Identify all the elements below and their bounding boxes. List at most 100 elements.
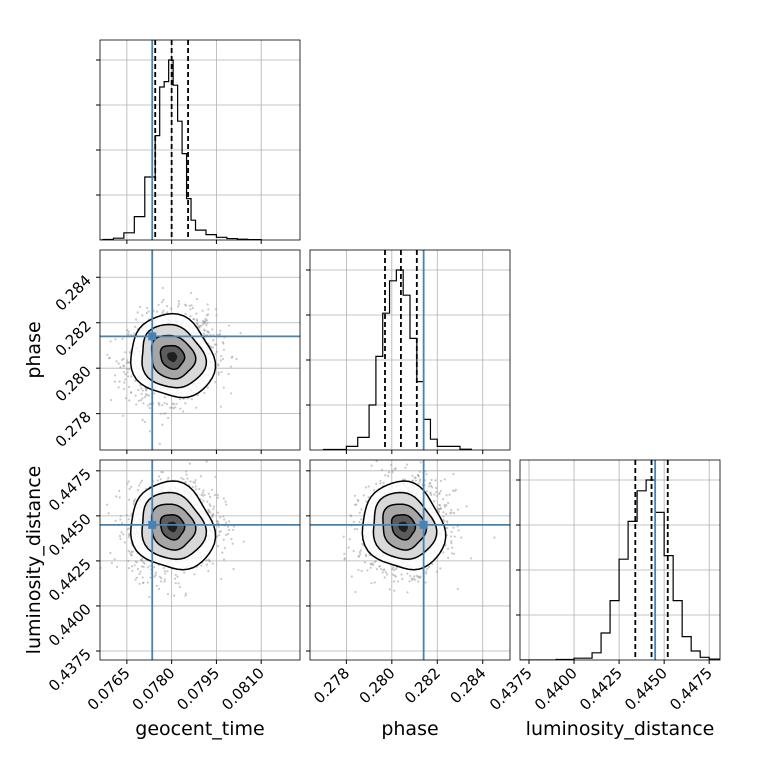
sample-point bbox=[375, 460, 378, 463]
sample-point bbox=[393, 589, 396, 592]
sample-point bbox=[195, 297, 199, 301]
sample-point bbox=[449, 512, 452, 515]
sample-point bbox=[127, 480, 130, 483]
sample-point bbox=[121, 358, 124, 362]
sample-point bbox=[117, 362, 120, 365]
sample-point bbox=[127, 567, 130, 570]
sample-point bbox=[424, 470, 427, 473]
histogram-geocent_time bbox=[100, 59, 262, 240]
sample-point bbox=[206, 386, 209, 389]
sample-point bbox=[133, 564, 136, 567]
sample-point bbox=[141, 557, 144, 560]
sample-point bbox=[169, 307, 173, 310]
sample-point bbox=[176, 575, 179, 578]
sample-point bbox=[131, 569, 134, 572]
sample-point bbox=[206, 500, 209, 503]
sample-point bbox=[225, 503, 228, 506]
sample-point bbox=[216, 511, 220, 514]
sample-point bbox=[222, 515, 225, 518]
sample-point bbox=[230, 537, 233, 541]
sample-point bbox=[214, 381, 217, 384]
sample-point bbox=[162, 309, 165, 312]
sample-point bbox=[493, 536, 496, 539]
sample-point bbox=[143, 420, 146, 424]
sample-point bbox=[207, 492, 210, 495]
sample-point bbox=[169, 406, 172, 409]
sample-point bbox=[438, 507, 441, 511]
sample-point bbox=[372, 489, 376, 492]
sample-point bbox=[380, 568, 383, 571]
sample-point bbox=[360, 508, 363, 511]
sample-point bbox=[141, 576, 144, 579]
sample-point bbox=[406, 572, 409, 575]
sample-point bbox=[212, 508, 215, 511]
sample-point bbox=[207, 313, 210, 316]
sample-point bbox=[130, 550, 133, 553]
x-tick-label: 0.0765 bbox=[84, 664, 134, 714]
sample-point bbox=[449, 535, 453, 538]
panel-frame bbox=[519, 459, 721, 661]
sample-point bbox=[445, 512, 448, 516]
sample-point bbox=[122, 364, 125, 367]
sample-point bbox=[146, 581, 149, 584]
sample-point bbox=[159, 412, 162, 415]
sample-point bbox=[214, 475, 217, 478]
sample-point bbox=[364, 486, 368, 489]
sample-point bbox=[425, 572, 428, 575]
sample-point bbox=[347, 546, 350, 549]
sample-point bbox=[218, 530, 221, 534]
sample-point bbox=[188, 304, 191, 307]
sample-point bbox=[401, 577, 404, 581]
sample-point bbox=[90, 360, 92, 362]
sample-point bbox=[118, 380, 121, 383]
sample-point bbox=[386, 573, 389, 576]
sample-point bbox=[232, 567, 235, 571]
sample-point bbox=[184, 312, 187, 316]
sample-point bbox=[360, 518, 363, 521]
panel-background bbox=[100, 40, 300, 240]
sample-point bbox=[135, 403, 138, 406]
sample-point bbox=[158, 404, 161, 407]
sample-point bbox=[359, 549, 362, 552]
sample-point bbox=[164, 572, 167, 575]
sample-point bbox=[362, 494, 365, 497]
sample-point bbox=[456, 587, 459, 591]
sample-point bbox=[349, 514, 352, 517]
y-axis-label-phase: phase bbox=[23, 321, 45, 378]
sample-point bbox=[433, 500, 436, 503]
x-axis-label-luminosity_distance: luminosity_distance bbox=[526, 718, 715, 740]
sample-point bbox=[194, 485, 197, 488]
sample-point bbox=[122, 533, 125, 536]
sample-point bbox=[206, 303, 209, 306]
sample-point bbox=[409, 574, 412, 578]
sample-point bbox=[117, 386, 120, 389]
sample-point bbox=[191, 306, 194, 310]
sample-point bbox=[439, 489, 442, 493]
sample-point bbox=[365, 500, 368, 503]
sample-point bbox=[445, 504, 448, 507]
sample-point bbox=[239, 332, 242, 335]
sample-point bbox=[429, 491, 432, 494]
sample-point bbox=[379, 479, 382, 482]
sample-point bbox=[222, 348, 225, 351]
sample-point bbox=[391, 469, 394, 472]
sample-point bbox=[184, 470, 188, 473]
x-tick-label: 0.4475 bbox=[666, 664, 716, 714]
sample-point bbox=[442, 515, 445, 518]
sample-point bbox=[161, 471, 164, 474]
sample-point bbox=[426, 567, 429, 571]
truth-marker bbox=[419, 520, 428, 529]
sample-point bbox=[442, 551, 445, 554]
sample-point bbox=[129, 350, 132, 354]
sample-point bbox=[126, 528, 129, 531]
sample-point bbox=[136, 567, 140, 571]
sample-point bbox=[182, 397, 185, 401]
sample-point bbox=[122, 357, 125, 360]
sample-point bbox=[162, 298, 165, 301]
sample-point bbox=[446, 521, 449, 524]
sample-point bbox=[406, 591, 409, 594]
sample-point bbox=[127, 330, 130, 333]
sample-point bbox=[166, 304, 169, 308]
sample-point bbox=[161, 404, 164, 407]
